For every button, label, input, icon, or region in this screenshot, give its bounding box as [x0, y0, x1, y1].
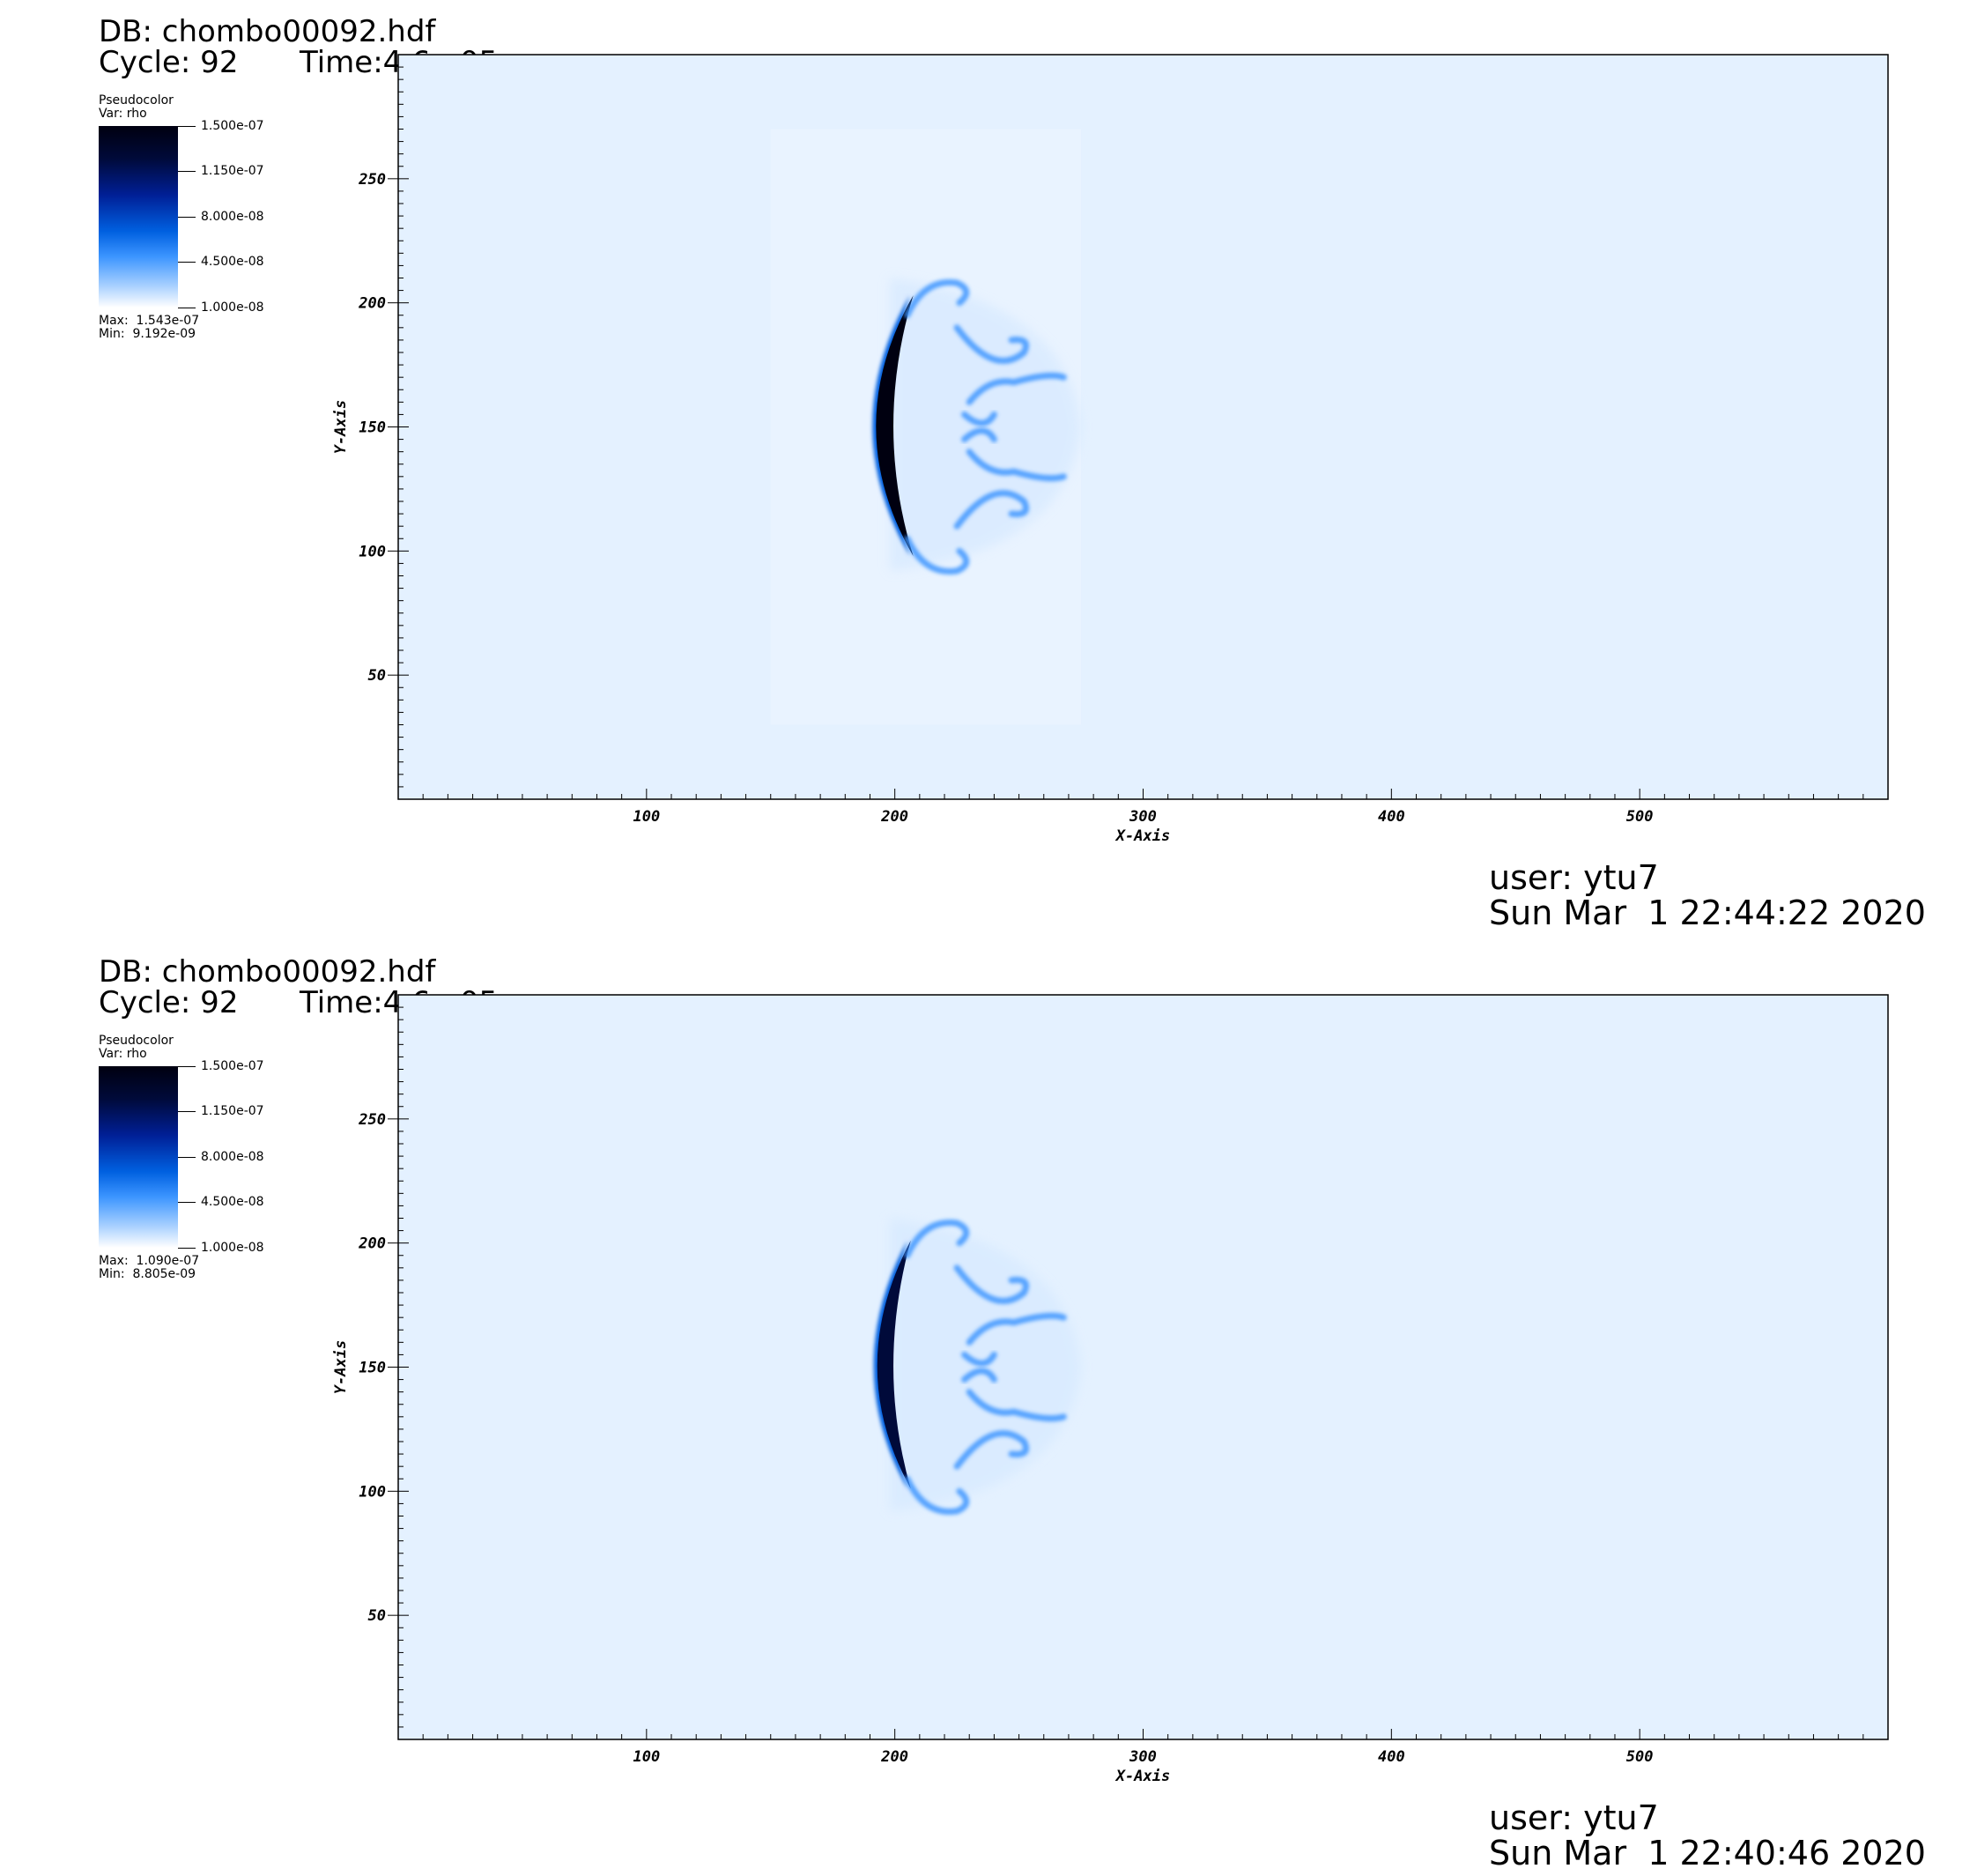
y-tick-label: 100 — [359, 1483, 386, 1501]
legend-title: Pseudocolor — [99, 1034, 174, 1048]
filament — [953, 1430, 1029, 1470]
date-label: Sun Mar 1 22:40:46 2020 — [1489, 1834, 1926, 1872]
colorbar-tick — [178, 1157, 196, 1158]
x-tick-label: 300 — [1129, 1748, 1157, 1766]
shock-front-core — [877, 1240, 911, 1489]
legend-variable: Var: rho — [99, 107, 147, 121]
plot-panel-top: DB: chombo00092.hdf Cycle: 92 Time:4.6e-… — [0, 0, 1977, 936]
database-label: DB: chombo00092.hdf — [99, 954, 436, 990]
filament — [953, 324, 1029, 364]
x-tick-label: 200 — [880, 1748, 908, 1766]
filament — [961, 411, 997, 426]
min-value: Min: 9.192e-09 — [99, 327, 196, 341]
filament — [904, 1475, 970, 1516]
user-label: user: ytu7 — [1489, 1798, 1659, 1837]
pseudocolor-plot: 100 200 300 400 500 50 100 150 200 250 X-Axis Y-Axi… — [332, 994, 1889, 1785]
legend-variable: Var: rho — [99, 1047, 147, 1061]
x-tick-label: 100 — [633, 1748, 660, 1766]
y-tick-label: 50 — [368, 1607, 386, 1625]
colorbar-tick — [178, 126, 196, 127]
colorbar-tick-label: 1.150e-07 — [201, 1104, 264, 1118]
colorbar-tick-label: 1.500e-07 — [201, 119, 264, 133]
colorbar-tick — [178, 1111, 196, 1112]
colorbar-tick — [178, 1248, 196, 1249]
filament — [904, 535, 970, 575]
y-tick-label: 150 — [359, 1360, 386, 1377]
shock-front-outer — [873, 1240, 907, 1489]
filament — [904, 278, 970, 319]
colorbar-tick — [178, 262, 196, 263]
x-tick-label: 200 — [880, 808, 908, 826]
cycle-label: Cycle: 92 — [99, 985, 239, 1020]
min-value: Min: 8.805e-09 — [99, 1267, 196, 1281]
x-tick-label: 500 — [1626, 808, 1654, 826]
x-tick-label: 100 — [633, 808, 660, 826]
filament — [953, 1264, 1029, 1304]
colorbar-tick-label: 1.500e-07 — [201, 1059, 264, 1073]
legend-title: Pseudocolor — [99, 93, 174, 108]
colorbar-tick — [178, 1066, 196, 1067]
filament — [961, 1351, 997, 1367]
user-label: user: ytu7 — [1489, 858, 1659, 897]
density-field — [398, 55, 1888, 799]
shock-front-core — [876, 295, 914, 556]
shock-front-outer — [872, 295, 910, 556]
colorbar — [99, 126, 178, 308]
density-field — [398, 995, 1888, 1739]
x-tick-label: 500 — [1626, 1748, 1654, 1766]
plot-panel-bottom: DB: chombo00092.hdf Cycle: 92 Time:4.6e-… — [0, 940, 1977, 1876]
colorbar-tick-label: 4.500e-08 — [201, 255, 264, 269]
filament — [966, 372, 1067, 405]
x-tick-label: 400 — [1378, 808, 1405, 826]
filament — [966, 449, 1067, 482]
y-tick-label: 50 — [368, 667, 386, 685]
date-label: Sun Mar 1 22:44:22 2020 — [1489, 894, 1926, 932]
y-tick-label: 250 — [358, 171, 386, 189]
max-value: Max: 1.090e-07 — [99, 1254, 200, 1268]
colorbar-tick-label: 1.150e-07 — [201, 164, 264, 178]
cycle-label: Cycle: 92 — [99, 45, 239, 80]
y-tick-label: 150 — [359, 419, 386, 437]
colorbar-tick — [178, 217, 196, 218]
colorbar-tick-label: 4.500e-08 — [201, 1195, 264, 1209]
colorbar-tick-label: 8.000e-08 — [201, 1150, 264, 1164]
pseudocolor-plot: 100 200 300 400 500 50 100 150 200 250 X-Axis Y-Axi… — [332, 54, 1889, 845]
colorbar-tick-label: 1.000e-08 — [201, 1241, 264, 1255]
colorbar-tick-label: 1.000e-08 — [201, 300, 264, 315]
y-tick-label: 100 — [359, 543, 386, 560]
filament — [966, 1389, 1067, 1422]
colorbar-tick — [178, 171, 196, 172]
colorbar-tick-label: 8.000e-08 — [201, 210, 264, 224]
x-tick-label: 400 — [1378, 1748, 1405, 1766]
y-axis-title: Y-Axis — [332, 400, 350, 454]
x-axis-title: X-Axis — [1114, 1768, 1170, 1785]
y-tick-label: 200 — [358, 295, 386, 313]
filament — [966, 1312, 1067, 1346]
filament — [953, 490, 1029, 530]
x-axis-title: X-Axis — [1114, 827, 1170, 845]
y-axis-title: Y-Axis — [332, 1340, 350, 1394]
filament — [961, 1368, 997, 1383]
filament — [904, 1219, 970, 1259]
density-feature — [872, 278, 1082, 575]
density-feature — [873, 1218, 1082, 1516]
colorbar — [99, 1066, 178, 1248]
y-tick-label: 250 — [358, 1111, 386, 1129]
max-value: Max: 1.543e-07 — [99, 314, 200, 328]
x-tick-label: 300 — [1129, 808, 1157, 826]
colorbar-tick — [178, 1202, 196, 1203]
database-label: DB: chombo00092.hdf — [99, 14, 436, 49]
filament — [961, 427, 997, 443]
y-tick-label: 200 — [358, 1235, 386, 1253]
